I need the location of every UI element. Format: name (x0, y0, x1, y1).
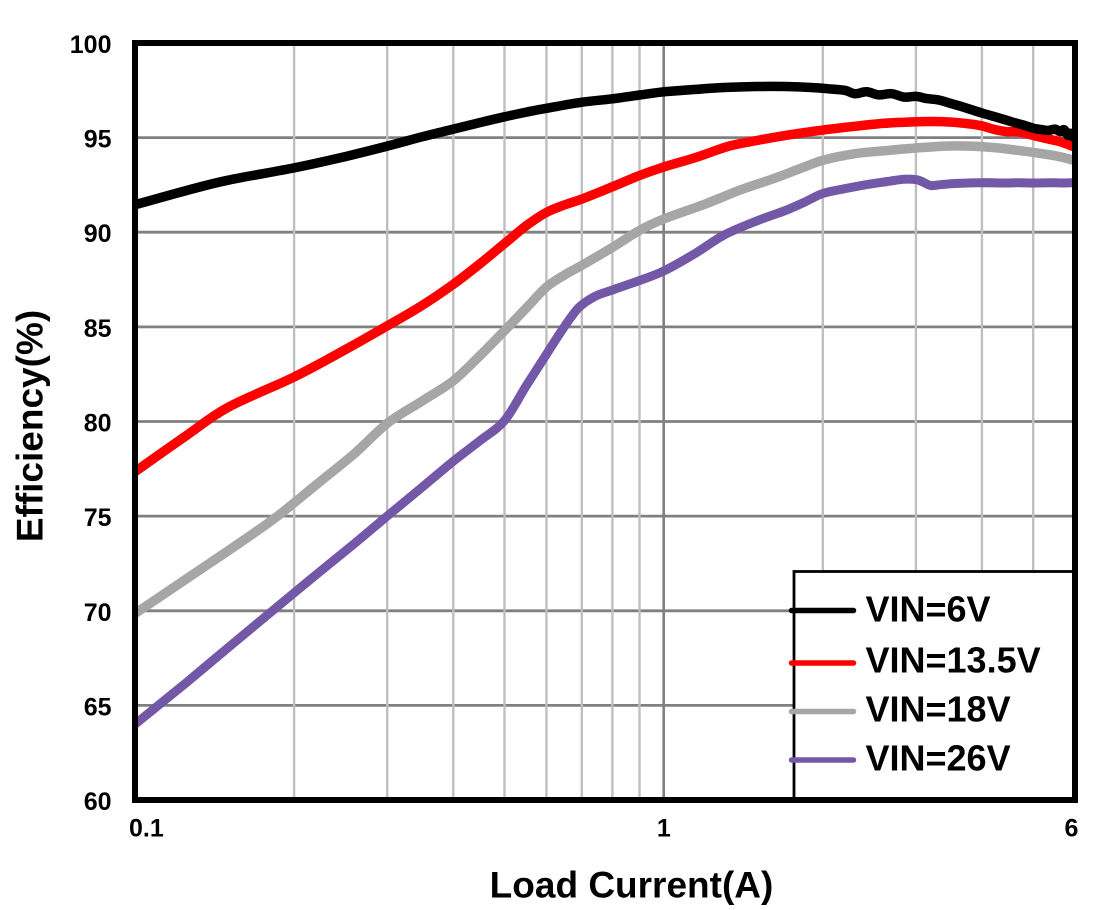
svg-text:1: 1 (657, 815, 671, 843)
svg-text:95: 95 (84, 126, 112, 154)
svg-text:75: 75 (84, 504, 112, 532)
svg-text:6: 6 (1065, 815, 1079, 843)
svg-text:90: 90 (84, 220, 112, 248)
svg-text:60: 60 (84, 788, 112, 816)
svg-text:100: 100 (70, 31, 112, 59)
svg-text:85: 85 (84, 315, 112, 343)
svg-text:Load Current(A): Load Current(A) (490, 865, 774, 906)
svg-text:VIN=18V: VIN=18V (866, 689, 1011, 730)
svg-text:Efficiency(%): Efficiency(%) (10, 310, 51, 542)
svg-text:0.1: 0.1 (129, 815, 164, 843)
svg-text:VIN=26V: VIN=26V (866, 737, 1011, 778)
svg-text:70: 70 (84, 599, 112, 627)
svg-text:80: 80 (84, 410, 112, 438)
svg-text:VIN=13.5V: VIN=13.5V (866, 639, 1041, 680)
svg-text:65: 65 (84, 693, 112, 721)
svg-text:VIN=6V: VIN=6V (866, 588, 991, 629)
